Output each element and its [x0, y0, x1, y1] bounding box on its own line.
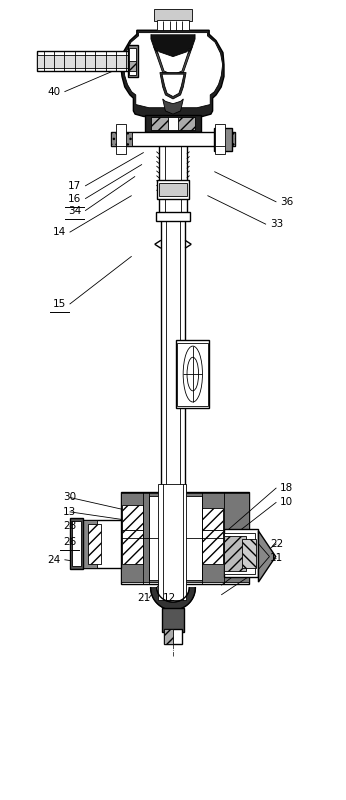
Bar [151, 118, 168, 130]
Bar [159, 182, 187, 195]
Bar [176, 340, 209, 408]
Text: 10: 10 [280, 498, 293, 507]
Bar [88, 524, 101, 564]
Bar [129, 48, 136, 75]
Bar [157, 20, 189, 30]
Bar [154, 9, 192, 21]
Text: 14: 14 [53, 227, 66, 238]
Bar [157, 179, 189, 198]
Bar [215, 132, 235, 146]
Polygon shape [121, 30, 224, 117]
Bar [149, 496, 202, 580]
Text: 11: 11 [270, 553, 283, 563]
Bar [70, 518, 83, 570]
Bar [121, 492, 249, 584]
Bar [202, 508, 223, 530]
Bar [111, 132, 235, 146]
Ellipse shape [187, 358, 199, 391]
Bar [80, 520, 97, 568]
Text: 28: 28 [63, 521, 76, 531]
Bar [117, 124, 126, 154]
Text: 34: 34 [68, 206, 81, 216]
Bar [178, 118, 195, 130]
Bar [122, 505, 143, 530]
Bar [72, 522, 81, 566]
Bar [158, 484, 186, 600]
Bar [37, 51, 133, 71]
Polygon shape [156, 49, 190, 75]
Text: 13: 13 [63, 507, 76, 517]
Bar [164, 630, 182, 643]
Bar [121, 494, 249, 582]
Bar [224, 530, 258, 578]
Polygon shape [151, 588, 195, 610]
Text: 16: 16 [68, 194, 81, 204]
Bar [37, 55, 130, 68]
Text: 30: 30 [63, 493, 76, 502]
Text: 26: 26 [63, 537, 76, 547]
Bar [162, 608, 184, 631]
Bar [129, 62, 136, 71]
Bar [145, 115, 201, 133]
Polygon shape [124, 33, 222, 108]
Ellipse shape [183, 346, 202, 402]
Text: 22: 22 [270, 538, 283, 549]
Bar [111, 132, 131, 146]
Text: 21: 21 [137, 593, 150, 603]
Bar [161, 216, 185, 568]
Polygon shape [162, 74, 184, 97]
Bar [177, 342, 208, 406]
Polygon shape [151, 34, 195, 58]
Polygon shape [163, 99, 183, 114]
Bar [122, 530, 143, 564]
Text: 24: 24 [47, 554, 61, 565]
Polygon shape [258, 531, 276, 582]
Polygon shape [160, 73, 186, 99]
Bar [164, 630, 173, 643]
Bar [224, 536, 246, 571]
Bar [242, 539, 256, 568]
Text: 17: 17 [68, 181, 81, 191]
Text: 36: 36 [280, 197, 293, 207]
Text: 18: 18 [280, 483, 293, 493]
Text: 15: 15 [53, 299, 66, 309]
Bar [215, 129, 232, 151]
Bar [215, 124, 225, 154]
Bar [151, 118, 195, 130]
Bar [80, 520, 121, 568]
Bar [128, 46, 138, 78]
Bar [224, 533, 255, 574]
Text: 40: 40 [47, 86, 61, 97]
Bar [159, 145, 187, 216]
Text: 33: 33 [270, 219, 283, 230]
Text: 12: 12 [163, 593, 176, 603]
Polygon shape [154, 47, 192, 78]
Bar [156, 211, 190, 221]
Bar [202, 530, 223, 564]
